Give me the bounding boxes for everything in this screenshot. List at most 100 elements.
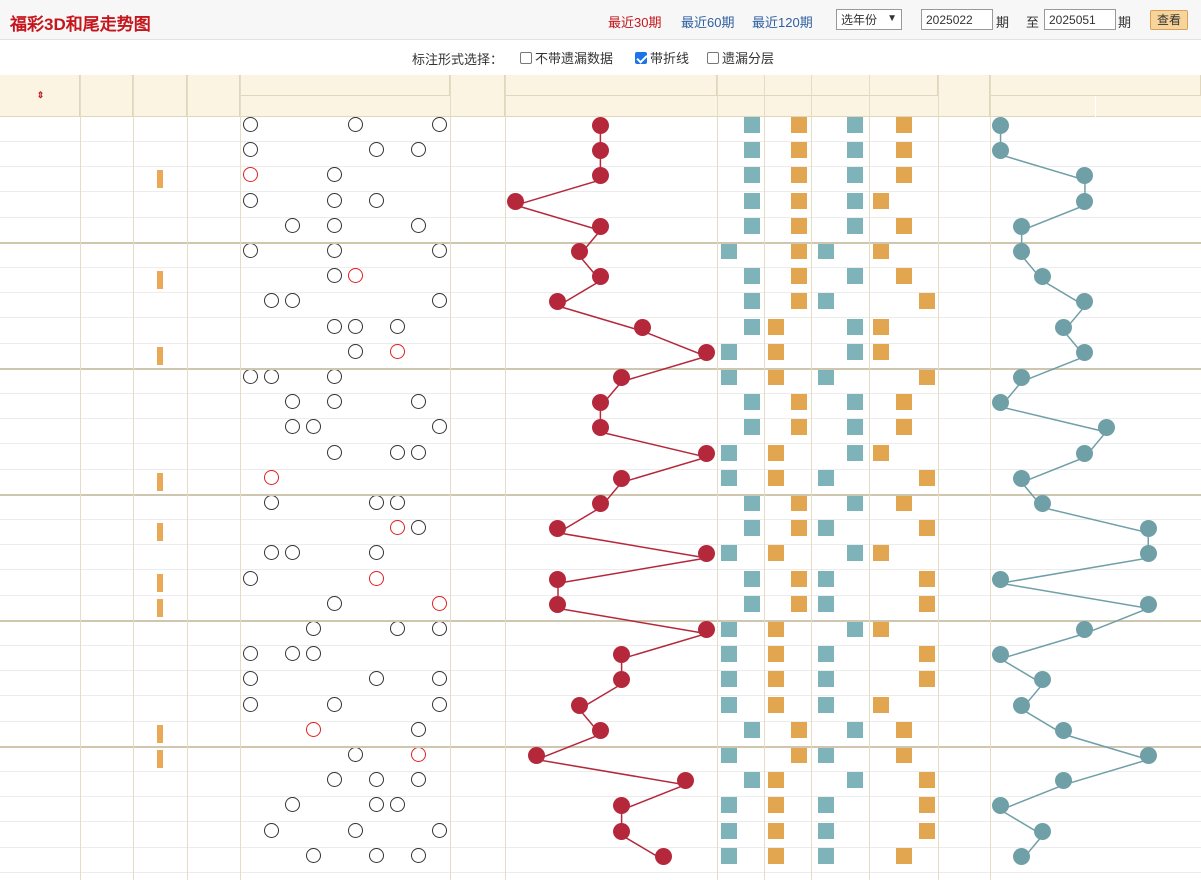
- form-cell: [788, 545, 812, 570]
- tailtrend-cell: [696, 142, 717, 167]
- route-cell: [892, 823, 915, 848]
- amptrend-cell: [1138, 571, 1159, 596]
- group-cell: [240, 369, 261, 394]
- tailtrend-cell: [505, 545, 526, 570]
- option-with-line[interactable]: 带折线: [635, 48, 689, 67]
- tailtrend-cell: [653, 495, 674, 520]
- option-omission-layer[interactable]: 遗漏分层: [707, 48, 774, 67]
- to-issue-input[interactable]: 2025051: [1044, 9, 1116, 30]
- route-header: [869, 96, 938, 117]
- tailtrend-cell: [696, 621, 717, 646]
- big-small-tag: [767, 671, 784, 688]
- tail-trend-ball: [613, 822, 631, 840]
- recent-30-link[interactable]: 最近30期: [608, 15, 662, 30]
- amptrend-cell: [1180, 671, 1201, 696]
- amptrend-cell: [1032, 596, 1053, 621]
- prize-cell: [133, 722, 187, 747]
- col-issue-header[interactable]: ⇕: [0, 75, 80, 117]
- from-issue-input[interactable]: 2025022: [921, 9, 993, 30]
- group-cell: [261, 268, 282, 293]
- form-cell: [741, 621, 765, 646]
- group-cell: [282, 369, 303, 394]
- big-small-tag: [767, 369, 784, 385]
- form-cell: [741, 470, 765, 495]
- group-cell: [240, 671, 261, 696]
- form-cell: [717, 696, 741, 722]
- route-cell: [869, 797, 892, 822]
- option-no-omission[interactable]: 不带遗漏数据: [520, 48, 613, 67]
- group-hit-circle: [264, 545, 279, 561]
- group-cell: [282, 142, 303, 167]
- tailtrend-cell: [611, 596, 632, 621]
- tailtrend-cell: [696, 343, 717, 369]
- form-cell: [717, 444, 741, 470]
- big-small-tag: [767, 621, 784, 637]
- tailtrend-cell: [526, 596, 547, 621]
- route-cell: [869, 495, 892, 520]
- recent-60-link[interactable]: 最近60期: [681, 15, 735, 30]
- amp-cell: [938, 268, 990, 293]
- tailtrend-cell: [505, 571, 526, 596]
- tailtrend-digit-header: [547, 96, 569, 117]
- group-cell: [366, 218, 387, 243]
- amp-trend-ball: [1076, 167, 1094, 185]
- route-tag: [872, 243, 889, 259]
- group-cell: [408, 243, 429, 268]
- group-cell: [429, 747, 450, 772]
- group-cell: [282, 747, 303, 772]
- prize-cell: [133, 394, 187, 419]
- amptrend-cell: [1011, 167, 1032, 192]
- prime-tag: [817, 293, 834, 310]
- amptrend-cell: [1011, 747, 1032, 772]
- tailtrend-cell: [547, 470, 568, 495]
- route-cell: [915, 772, 938, 797]
- group-cell: [282, 571, 303, 596]
- tailtrend-cell: [526, 671, 547, 696]
- group-cell: [240, 722, 261, 747]
- amptrend-cell: [1096, 747, 1117, 772]
- route-cell: [892, 470, 915, 495]
- recent-120-link[interactable]: 最近120期: [752, 15, 813, 30]
- prize-cell: [133, 848, 187, 873]
- query-button[interactable]: 查看: [1150, 10, 1188, 30]
- form-cell: [717, 343, 741, 369]
- tailtrend-cell: [632, 571, 653, 596]
- sort-icon[interactable]: ⇕: [36, 90, 45, 100]
- form-cell: [811, 293, 840, 318]
- group-cell: [345, 394, 366, 419]
- amp-cell: [938, 772, 990, 797]
- issue-cell: [0, 596, 80, 621]
- group-hit-circle: [327, 318, 342, 334]
- issue-cell: [0, 747, 80, 772]
- group-cell: [240, 394, 261, 419]
- route-tag: [895, 721, 912, 738]
- tailtrend-cell: [675, 671, 696, 696]
- amptrend-cell: [1138, 797, 1159, 822]
- route-cell: [869, 596, 892, 621]
- odd-even-tag: [744, 520, 761, 537]
- amptrend-cell: [1180, 117, 1201, 142]
- amptrend-cell: [990, 218, 1011, 243]
- amptrend-cell: [1032, 167, 1053, 192]
- route-cell: [869, 117, 892, 142]
- amptrend-cell: [1117, 344, 1138, 369]
- big-small-tag: [791, 268, 808, 285]
- route-cell: [869, 192, 892, 218]
- amptrend-cell: [1053, 268, 1074, 293]
- group-cell: [345, 167, 366, 192]
- amptrend-cell: [1074, 167, 1095, 192]
- group-cell: [366, 847, 387, 873]
- group-cell: [261, 243, 282, 268]
- year-select[interactable]: 选年份 ▼: [836, 9, 902, 30]
- group-cell: [324, 545, 345, 570]
- prize-cell: [133, 470, 187, 495]
- test-cell: [80, 722, 133, 747]
- tail-cell: [450, 823, 505, 848]
- tailtrend-cell: [632, 797, 653, 822]
- checkbox-checked-icon: [635, 51, 647, 64]
- amptrend-cell: [1011, 797, 1032, 822]
- group-hit-circle: [369, 142, 384, 158]
- amptrend-cell: [1180, 268, 1201, 293]
- amptrend-cell: [1117, 142, 1138, 167]
- tailtrend-cell: [505, 344, 526, 369]
